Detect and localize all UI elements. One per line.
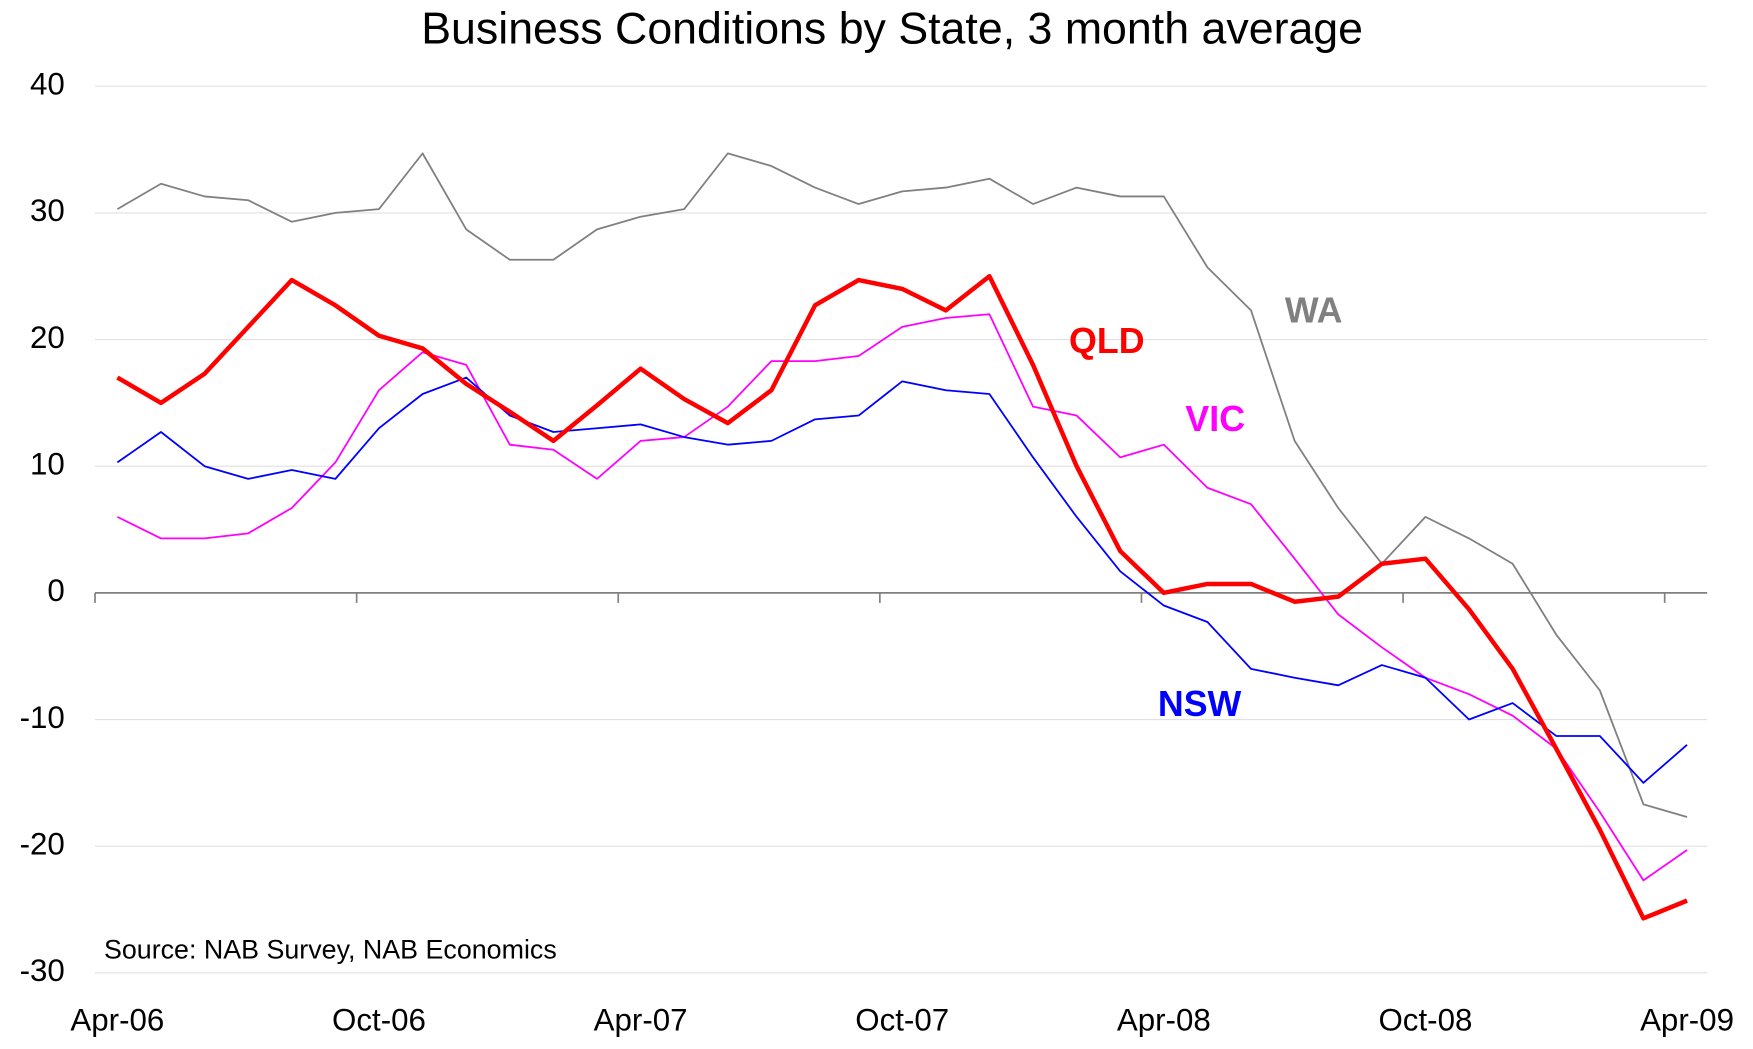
x-tick-label: Apr-07	[594, 1002, 688, 1037]
series-line	[116, 152, 1688, 818]
x-tick-label: Apr-08	[1117, 1002, 1211, 1037]
y-tick-label: 20	[30, 320, 65, 355]
x-tick-label: Apr-06	[70, 1002, 164, 1037]
series-line	[116, 313, 1688, 882]
x-tick-label: Apr-09	[1640, 1002, 1734, 1037]
series-line	[116, 376, 1688, 784]
series-label: VIC	[1185, 399, 1245, 439]
source-note: Source: NAB Survey, NAB Economics	[104, 935, 557, 965]
series-label: QLD	[1069, 321, 1145, 361]
series-label: NSW	[1158, 684, 1242, 724]
y-tick-label: 30	[30, 193, 65, 228]
chart-title: Business Conditions by State, 3 month av…	[421, 4, 1363, 53]
series-label: WA	[1285, 291, 1343, 331]
y-tick-label: 10	[30, 446, 65, 481]
y-tick-label: 0	[47, 573, 64, 608]
x-tick-label: Oct-08	[1378, 1002, 1472, 1037]
x-tick-label: Oct-07	[855, 1002, 949, 1037]
y-tick-label: -20	[20, 826, 65, 861]
x-tick-label: Oct-06	[332, 1002, 426, 1037]
series-line	[116, 273, 1688, 921]
y-tick-label: -30	[20, 953, 65, 988]
y-tick-label: -10	[20, 700, 65, 735]
y-tick-label: 40	[30, 67, 65, 102]
